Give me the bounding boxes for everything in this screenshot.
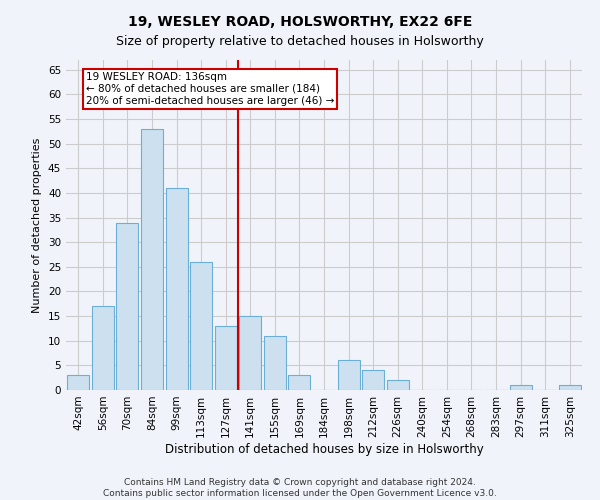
Bar xyxy=(67,375,89,390)
Y-axis label: Number of detached properties: Number of detached properties xyxy=(32,138,43,312)
Text: Contains HM Land Registry data © Crown copyright and database right 2024.
Contai: Contains HM Land Registry data © Crown c… xyxy=(103,478,497,498)
Bar xyxy=(386,380,409,390)
X-axis label: Distribution of detached houses by size in Holsworthy: Distribution of detached houses by size … xyxy=(164,442,484,456)
Bar xyxy=(338,360,359,390)
Bar xyxy=(141,129,163,390)
Text: Size of property relative to detached houses in Holsworthy: Size of property relative to detached ho… xyxy=(116,35,484,48)
Bar xyxy=(92,306,114,390)
Bar xyxy=(239,316,262,390)
Bar xyxy=(264,336,286,390)
Text: 19 WESLEY ROAD: 136sqm
← 80% of detached houses are smaller (184)
20% of semi-de: 19 WESLEY ROAD: 136sqm ← 80% of detached… xyxy=(86,72,334,106)
Text: 19, WESLEY ROAD, HOLSWORTHY, EX22 6FE: 19, WESLEY ROAD, HOLSWORTHY, EX22 6FE xyxy=(128,15,472,29)
Bar xyxy=(559,385,581,390)
Bar xyxy=(166,188,188,390)
Bar xyxy=(116,222,139,390)
Bar xyxy=(215,326,237,390)
Bar xyxy=(190,262,212,390)
Bar xyxy=(362,370,384,390)
Bar xyxy=(509,385,532,390)
Bar xyxy=(289,375,310,390)
